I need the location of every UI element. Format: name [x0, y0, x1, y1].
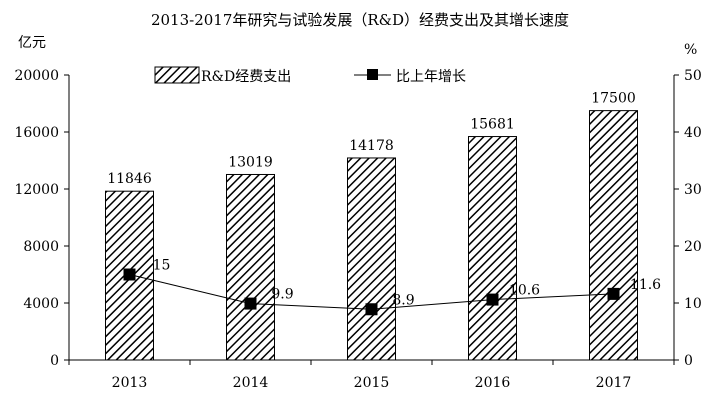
legend-line-marker — [367, 69, 378, 80]
left-tick-label: 12000 — [14, 182, 59, 198]
growth-value-label: 11.6 — [630, 277, 661, 293]
right-tick-label: 20 — [684, 239, 702, 255]
right-axis-unit: % — [684, 42, 697, 58]
bar-2014 — [226, 173, 275, 361]
right-tick-label: 30 — [684, 182, 702, 198]
bars: 11846 13019 14178 15681 17500 — [105, 91, 638, 361]
legend-line-label: 比上年增长 — [396, 69, 466, 85]
growth-value-label: 10.6 — [509, 283, 540, 299]
bar-2017 — [589, 110, 638, 361]
bar-value-label: 14178 — [349, 138, 394, 154]
growth-marker-2014 — [244, 297, 257, 310]
right-tick-label: 0 — [684, 353, 693, 369]
left-tick-label: 0 — [50, 353, 59, 369]
bar-value-label: 11846 — [107, 171, 152, 187]
left-axis-unit: 亿元 — [18, 35, 46, 51]
growth-marker-2015 — [365, 303, 378, 316]
legend-bar-label: R&D经费支出 — [201, 69, 291, 85]
growth-marker-2016 — [486, 293, 499, 306]
right-tick-label: 40 — [684, 125, 702, 141]
left-tick-label: 4000 — [23, 296, 59, 312]
left-tick-label: 16000 — [14, 125, 59, 141]
x-tick-label: 2016 — [475, 375, 511, 391]
x-tick-label: 2015 — [354, 375, 390, 391]
bar-value-label: 13019 — [228, 154, 273, 170]
x-tick-label: 2014 — [233, 375, 269, 391]
right-tick-label: 10 — [684, 296, 702, 312]
legend: R&D经费支出 比上年增长 — [154, 66, 466, 85]
bar-value-label: 15681 — [470, 117, 515, 133]
bar-value-label: 17500 — [591, 91, 636, 107]
legend-bar-swatch — [154, 66, 200, 84]
x-tick-label: 2017 — [596, 375, 632, 391]
left-tick-label: 20000 — [14, 68, 59, 84]
bar-2016 — [468, 136, 517, 361]
growth-line: 15 9.9 8.9 10.6 11.6 — [123, 258, 661, 316]
bar-2015 — [347, 157, 396, 361]
x-tick-label: 2013 — [112, 375, 148, 391]
axes: 0 4000 8000 12000 16000 20000 0 10 20 30 40 50 2013 2… — [14, 68, 701, 391]
right-tick-label: 50 — [684, 68, 702, 84]
chart-title: 2013-2017年研究与试验发展（R&D）经费支出及其增长速度 — [151, 11, 569, 29]
growth-marker-2017 — [607, 287, 620, 300]
growth-value-label: 8.9 — [392, 292, 414, 308]
growth-value-label: 9.9 — [271, 287, 293, 303]
growth-marker-2013 — [123, 268, 136, 281]
growth-value-label: 15 — [153, 258, 171, 274]
left-tick-label: 8000 — [23, 239, 59, 255]
